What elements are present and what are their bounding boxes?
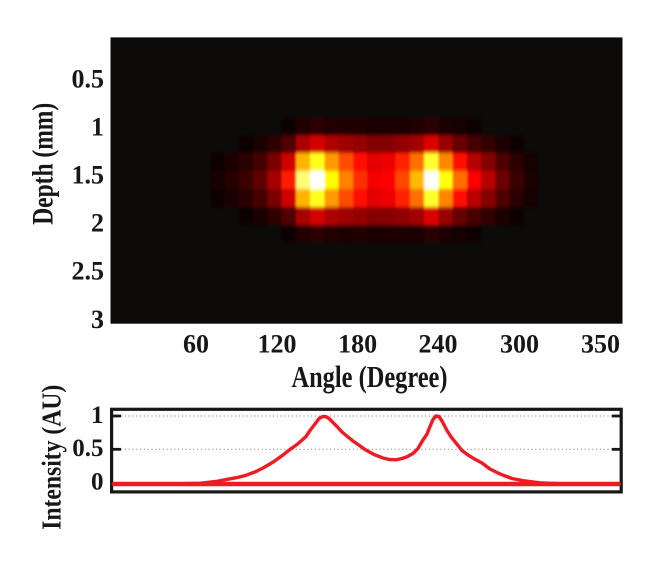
svg-text:1: 1 (91, 112, 104, 141)
svg-text:240: 240 (419, 330, 458, 359)
svg-text:3: 3 (91, 305, 104, 334)
svg-text:Depth (mm): Depth (mm) (27, 103, 60, 225)
svg-text:1.5: 1.5 (72, 161, 105, 190)
svg-text:Intensity (AU): Intensity (AU) (36, 385, 67, 530)
svg-text:2.5: 2.5 (72, 257, 105, 286)
svg-text:Angle (Degree): Angle (Degree) (292, 359, 448, 394)
svg-text:60: 60 (183, 330, 209, 359)
svg-text:350: 350 (581, 330, 620, 359)
svg-text:0.5: 0.5 (72, 435, 103, 462)
svg-text:2: 2 (91, 209, 104, 238)
svg-text:1: 1 (91, 402, 104, 429)
svg-text:300: 300 (500, 330, 539, 359)
svg-text:0: 0 (91, 468, 104, 495)
svg-text:120: 120 (258, 330, 297, 359)
svg-text:0.5: 0.5 (72, 64, 105, 93)
svg-text:180: 180 (338, 330, 377, 359)
